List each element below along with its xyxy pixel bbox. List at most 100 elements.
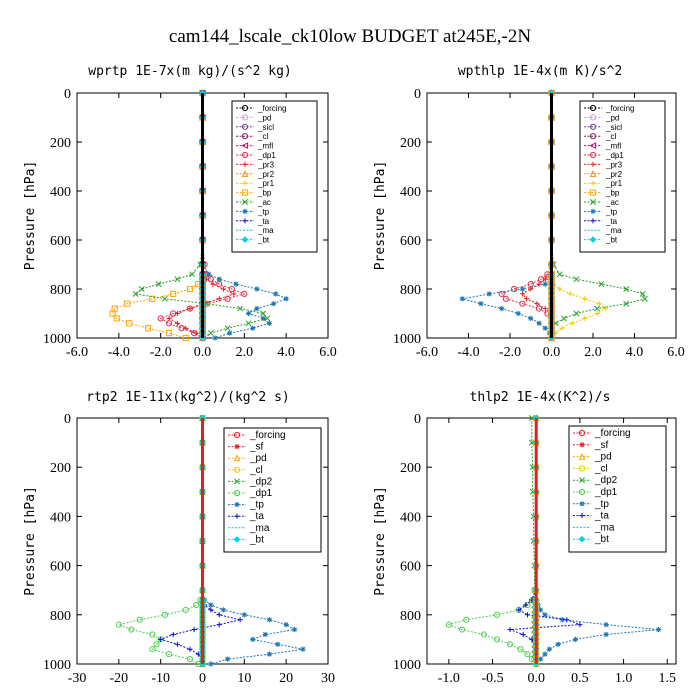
data-point [535, 305, 543, 312]
legend-item: _bt [236, 236, 270, 245]
legend-item: _ac [236, 198, 271, 207]
data-point [186, 655, 194, 663]
data-point [511, 285, 518, 293]
data-point [153, 641, 160, 648]
data-point [227, 330, 233, 336]
legend-marker [589, 236, 597, 243]
data-point [560, 315, 567, 322]
data-point [266, 617, 273, 623]
legend-marker [233, 454, 241, 462]
legend-item: _bt [584, 236, 618, 245]
data-point [527, 281, 534, 288]
legend-marker [590, 180, 596, 186]
data-point [486, 291, 492, 297]
legend-marker [579, 442, 585, 448]
data-point [241, 290, 248, 297]
legend-marker [242, 161, 248, 167]
x-tick-label: 6.0 [319, 345, 337, 360]
legend-marker [590, 161, 596, 167]
data-point [542, 651, 548, 657]
legend-marker [241, 151, 249, 159]
y-tick-label: 200 [400, 136, 421, 151]
data-point [528, 286, 534, 292]
legend-label: _mfl [605, 142, 621, 151]
x-tick-label: -2.0 [150, 345, 172, 360]
series-line [535, 418, 659, 665]
legend-label: _forcing [594, 428, 631, 439]
legend-marker [578, 429, 586, 437]
data-point [113, 315, 120, 322]
data-point [499, 306, 505, 312]
figure-title: cam144_lscale_ck10low BUDGET at245E,-2N [169, 26, 531, 47]
legend-marker [241, 170, 249, 177]
legend-marker [590, 199, 596, 205]
legend-label: _tp [605, 207, 618, 216]
legend-box [223, 427, 322, 553]
legend-marker [242, 218, 248, 224]
x-tick-label: 1.0 [615, 671, 633, 686]
data-point [224, 325, 231, 332]
data-point [241, 612, 247, 618]
legend-marker [578, 465, 586, 472]
data-point [126, 320, 133, 327]
data-point [165, 330, 173, 337]
data-point [528, 315, 534, 321]
data-point [542, 325, 548, 331]
legend-marker [589, 104, 597, 112]
data-point [208, 607, 214, 613]
legend-marker [590, 208, 596, 214]
legend-item: _dp1 [573, 487, 618, 498]
data-point [641, 295, 648, 302]
data-point [260, 310, 267, 317]
data-point [149, 646, 156, 653]
legend-label: _cl [249, 465, 263, 476]
legend-label: _sf [594, 440, 609, 451]
data-point [536, 320, 542, 326]
data-point [573, 310, 580, 317]
panel-2: wpthlp 1E-4x(m K)/s^2 Pressure [hPa] -6.0 -… [373, 64, 685, 360]
data-point [109, 310, 116, 317]
data-point [158, 636, 164, 642]
y-axis-label: Pressure [hPa] [23, 161, 38, 271]
data-point [149, 631, 156, 638]
y-tick-label: 400 [50, 510, 71, 525]
legend-item: _pr3 [236, 160, 275, 169]
data-point [208, 602, 214, 608]
y-tick-label: 800 [50, 283, 71, 298]
panel-title: thlp2 1E-4x(K^2)/s [470, 390, 611, 405]
panel-1: wprtp 1E-7x(m kg)/(s^2 kg) Pressure [hPa]… [23, 64, 337, 360]
legend-item: _dp1 [236, 151, 276, 160]
data-point [602, 306, 609, 312]
series-line [117, 418, 203, 665]
legend-marker [578, 535, 586, 543]
legend-marker [578, 488, 586, 496]
y-tick-label: 600 [400, 560, 421, 575]
data-point [225, 656, 231, 662]
legend-label: _ta [249, 511, 264, 522]
y-tick-label: 600 [400, 234, 421, 249]
data-point [537, 656, 544, 662]
legend-label: _cl [594, 463, 608, 474]
legend: _forcing_pd_sicl_cl_mfl_dp1_pr3_pr2_pr1_… [231, 100, 318, 253]
y-tick-label: 200 [400, 461, 421, 476]
legend-marker [579, 501, 585, 507]
x-tick-label: 0 [199, 671, 206, 686]
x-tick-label: -2.0 [499, 345, 521, 360]
data-point [516, 607, 522, 613]
data-point [517, 646, 524, 653]
legend-label: _dp2 [249, 476, 273, 487]
legend-item: _pr2 [584, 170, 623, 179]
legend-label: _pd [257, 113, 271, 122]
data-point [542, 612, 548, 618]
legend-label: _ma [594, 522, 615, 533]
data-point [480, 631, 487, 638]
legend-label: _tp [257, 207, 270, 216]
data-point [515, 310, 521, 317]
y-axis-label: Pressure [hPa] [373, 486, 388, 596]
legend: _forcing_sf_pd_cl_dp2_dp1_tp_ta_ma_bt [223, 427, 322, 553]
x-tick-label: 4.0 [626, 345, 644, 360]
data-point [161, 295, 168, 302]
data-point [603, 622, 609, 628]
data-point [161, 611, 168, 618]
x-tick-label: -4.0 [108, 345, 130, 360]
